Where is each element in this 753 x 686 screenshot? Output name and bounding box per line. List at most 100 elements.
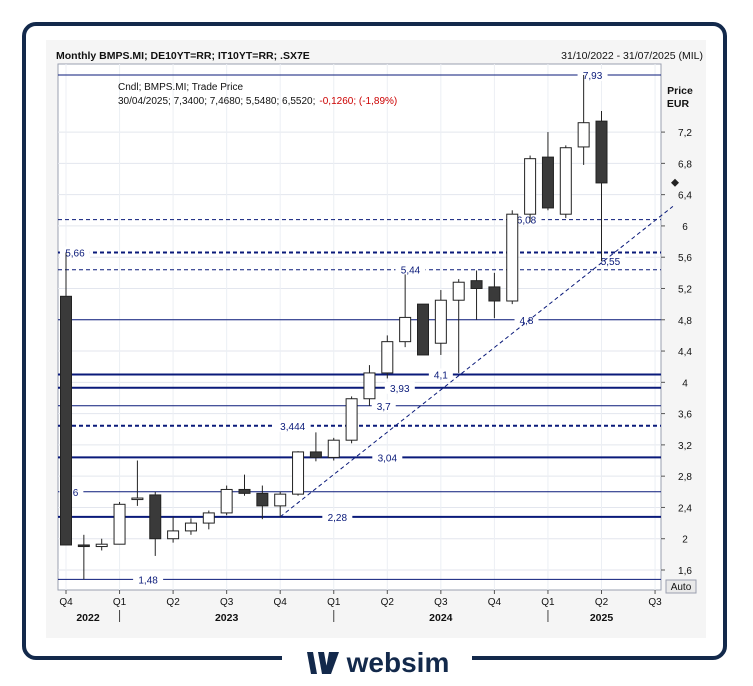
websim-wordmark: websim	[346, 647, 450, 678]
auto-scale-box	[665, 579, 697, 594]
candle-up	[274, 493, 287, 507]
level-label: 3,444	[280, 422, 305, 433]
candle-up	[524, 158, 537, 215]
candle-up	[434, 299, 447, 344]
level-label-bg	[133, 573, 164, 586]
level-label-bg	[595, 255, 626, 268]
x-tick-label: Q2	[166, 597, 180, 608]
candle-down	[470, 280, 483, 289]
y-tick-label: 2	[682, 535, 688, 546]
x-tick-label: Q4	[59, 597, 73, 608]
candle-up	[506, 213, 519, 302]
x-tick-label: Q4	[488, 597, 502, 608]
auto-scale-label: Auto	[671, 582, 692, 593]
candle-down	[488, 286, 501, 302]
candle-down	[309, 451, 322, 458]
y-tick-label: 5,6	[678, 253, 692, 264]
y-tick-label: 2,8	[678, 472, 692, 483]
x-tick-label: Q3	[648, 597, 662, 608]
candle-up	[131, 497, 144, 501]
x-year-label: 2024	[429, 612, 453, 624]
legend-change: -0,1260; (-1,89%)	[319, 96, 397, 107]
candle-up	[381, 341, 394, 374]
y-tick-label: 7,2	[678, 128, 692, 139]
legend-line1: Cndl; BMPS.MI; Trade Price	[118, 82, 243, 93]
candle-up	[559, 147, 572, 215]
x-year-label: 2022	[76, 612, 100, 624]
y-tick-label: 4	[682, 378, 688, 389]
level-label: 3,7	[377, 402, 391, 413]
y-tick-label: 4,8	[678, 316, 692, 327]
level-label-bg	[395, 263, 426, 276]
x-tick-label: Q4	[274, 597, 288, 608]
level-label-bg	[372, 451, 403, 464]
y-tick-label: 6,4	[678, 191, 692, 202]
websim-mark-icon	[306, 652, 339, 674]
y-axis-label: Price	[667, 85, 693, 97]
y-tick-label: 6	[682, 222, 688, 233]
level-label-bg	[384, 381, 415, 394]
candle-up	[220, 488, 233, 514]
level-label: 2,28	[328, 513, 348, 524]
level-label: 7,93	[583, 71, 603, 82]
candle-down	[60, 295, 72, 546]
candle-down	[541, 156, 554, 209]
candle-up	[363, 372, 376, 400]
candle-up	[452, 281, 465, 301]
level-label: 6,08	[517, 216, 537, 227]
y-tick-label: 1,6	[678, 566, 692, 577]
level-label: 5,55	[601, 257, 621, 268]
level-label-bg	[322, 510, 353, 523]
y-tick-label: 3,2	[678, 441, 692, 452]
x-tick-label: Q1	[327, 597, 341, 608]
level-label-bg	[59, 246, 90, 259]
level-label: 3,93	[390, 384, 410, 395]
candle-up	[95, 543, 108, 548]
candle-up	[399, 316, 412, 343]
candle-down	[238, 488, 251, 494]
y-tick-label: 2,4	[678, 503, 692, 514]
plot-area	[57, 63, 662, 591]
candle-down	[595, 120, 608, 184]
candle-down	[417, 303, 429, 356]
chart-title: Monthly BMPS.MI; DE10YT=RR; IT10YT=RR; .…	[56, 50, 310, 62]
x-tick-label: Q3	[220, 597, 234, 608]
date-range: 31/10/2022 - 31/07/2025 (MIL)	[561, 50, 703, 62]
candle-up	[292, 451, 305, 495]
candle-up	[184, 522, 197, 532]
y-tick-label: 6,8	[678, 159, 692, 170]
websim-logo: websim	[282, 643, 472, 683]
level-label: 1,48	[138, 575, 158, 586]
x-tick-label: Q1	[113, 597, 127, 608]
level-label: 5,66	[65, 249, 85, 260]
x-tick-label: Q3	[434, 597, 448, 608]
x-year-label: 2023	[215, 612, 239, 624]
y-axis-unit: EUR	[667, 98, 690, 110]
candle-up	[327, 439, 340, 458]
x-tick-label: Q2	[595, 597, 609, 608]
level-label: 4,8	[520, 316, 534, 327]
candle-up	[113, 503, 126, 545]
level-label: 5,44	[401, 266, 421, 277]
level-label-bg	[371, 399, 396, 412]
level-label: 4,1	[434, 371, 448, 382]
level-label: 3,04	[378, 453, 398, 464]
level-label-bg	[511, 213, 542, 226]
candle-up	[345, 398, 358, 441]
current-price-marker-icon	[671, 178, 679, 187]
x-tick-label: Q2	[381, 597, 395, 608]
candle-down	[256, 492, 269, 507]
candle-down	[77, 544, 90, 548]
level-label-bg	[428, 368, 453, 381]
y-tick-label: 4,4	[678, 347, 692, 358]
candle-up	[577, 122, 590, 148]
level-label-bg	[577, 69, 608, 81]
y-tick-label: 3,6	[678, 410, 692, 421]
x-tick-label: Q1	[541, 597, 555, 608]
candle-down	[149, 494, 162, 540]
candle-up	[202, 512, 215, 524]
legend-line2: 30/04/2025; 7,3400; 7,4680; 5,5480; 6,55…	[118, 96, 315, 107]
x-year-label: 2025	[590, 612, 614, 624]
y-tick-label: 5,2	[678, 284, 692, 295]
